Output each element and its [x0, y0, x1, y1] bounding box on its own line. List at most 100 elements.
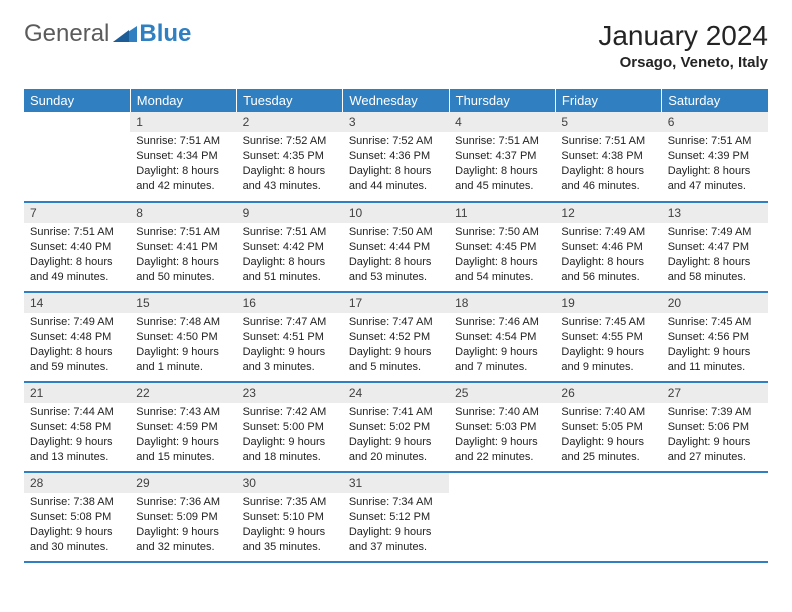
day-number: 22 — [130, 383, 236, 403]
day-content: Sunrise: 7:47 AMSunset: 4:51 PMDaylight:… — [237, 313, 343, 378]
sunrise-text: Sunrise: 7:51 AM — [668, 134, 762, 149]
logo-triangle-icon — [113, 26, 137, 42]
day-content: Sunrise: 7:40 AMSunset: 5:03 PMDaylight:… — [449, 403, 555, 468]
day-content: Sunrise: 7:51 AMSunset: 4:39 PMDaylight:… — [662, 132, 768, 197]
sunrise-text: Sunrise: 7:52 AM — [243, 134, 337, 149]
daylight-text: Daylight: 8 hours and 51 minutes. — [243, 255, 337, 285]
sunset-text: Sunset: 4:47 PM — [668, 240, 762, 255]
daylight-text: Daylight: 9 hours and 9 minutes. — [561, 345, 655, 375]
sunset-text: Sunset: 4:58 PM — [30, 420, 124, 435]
daylight-text: Daylight: 8 hours and 53 minutes. — [349, 255, 443, 285]
sunrise-text: Sunrise: 7:47 AM — [243, 315, 337, 330]
day-content: Sunrise: 7:46 AMSunset: 4:54 PMDaylight:… — [449, 313, 555, 378]
sunrise-text: Sunrise: 7:41 AM — [349, 405, 443, 420]
sunrise-text: Sunrise: 7:50 AM — [455, 225, 549, 240]
calendar-day-cell: 13Sunrise: 7:49 AMSunset: 4:47 PMDayligh… — [662, 202, 768, 292]
calendar-day-cell: 29Sunrise: 7:36 AMSunset: 5:09 PMDayligh… — [130, 472, 236, 562]
weekday-header: Sunday — [24, 89, 130, 112]
day-content: Sunrise: 7:48 AMSunset: 4:50 PMDaylight:… — [130, 313, 236, 378]
daylight-text: Daylight: 9 hours and 3 minutes. — [243, 345, 337, 375]
day-number: 6 — [662, 112, 768, 132]
sunset-text: Sunset: 5:02 PM — [349, 420, 443, 435]
sunrise-text: Sunrise: 7:36 AM — [136, 495, 230, 510]
sunrise-text: Sunrise: 7:50 AM — [349, 225, 443, 240]
day-number: 16 — [237, 293, 343, 313]
day-content: Sunrise: 7:40 AMSunset: 5:05 PMDaylight:… — [555, 403, 661, 468]
calendar-body: 1Sunrise: 7:51 AMSunset: 4:34 PMDaylight… — [24, 112, 768, 562]
day-content: Sunrise: 7:36 AMSunset: 5:09 PMDaylight:… — [130, 493, 236, 558]
calendar-week-row: 21Sunrise: 7:44 AMSunset: 4:58 PMDayligh… — [24, 382, 768, 472]
sunset-text: Sunset: 4:50 PM — [136, 330, 230, 345]
day-content — [555, 477, 661, 483]
day-content: Sunrise: 7:50 AMSunset: 4:45 PMDaylight:… — [449, 223, 555, 288]
sunrise-text: Sunrise: 7:49 AM — [668, 225, 762, 240]
sunset-text: Sunset: 4:59 PM — [136, 420, 230, 435]
calendar-day-cell: 17Sunrise: 7:47 AMSunset: 4:52 PMDayligh… — [343, 292, 449, 382]
calendar-week-row: 1Sunrise: 7:51 AMSunset: 4:34 PMDaylight… — [24, 112, 768, 202]
daylight-text: Daylight: 8 hours and 46 minutes. — [561, 164, 655, 194]
calendar-day-cell: 26Sunrise: 7:40 AMSunset: 5:05 PMDayligh… — [555, 382, 661, 472]
day-number: 2 — [237, 112, 343, 132]
calendar-day-cell — [449, 472, 555, 562]
day-content — [24, 116, 130, 122]
day-content: Sunrise: 7:49 AMSunset: 4:48 PMDaylight:… — [24, 313, 130, 378]
logo-text-2: Blue — [139, 20, 191, 48]
header: General Blue January 2024 Orsago, Veneto… — [24, 20, 768, 71]
calendar-day-cell: 8Sunrise: 7:51 AMSunset: 4:41 PMDaylight… — [130, 202, 236, 292]
sunset-text: Sunset: 5:05 PM — [561, 420, 655, 435]
daylight-text: Daylight: 9 hours and 35 minutes. — [243, 525, 337, 555]
sunrise-text: Sunrise: 7:45 AM — [561, 315, 655, 330]
daylight-text: Daylight: 9 hours and 5 minutes. — [349, 345, 443, 375]
calendar-day-cell: 3Sunrise: 7:52 AMSunset: 4:36 PMDaylight… — [343, 112, 449, 202]
sunrise-text: Sunrise: 7:51 AM — [136, 225, 230, 240]
calendar-day-cell: 2Sunrise: 7:52 AMSunset: 4:35 PMDaylight… — [237, 112, 343, 202]
calendar-day-cell: 31Sunrise: 7:34 AMSunset: 5:12 PMDayligh… — [343, 472, 449, 562]
daylight-text: Daylight: 9 hours and 37 minutes. — [349, 525, 443, 555]
day-number: 29 — [130, 473, 236, 493]
day-number: 12 — [555, 203, 661, 223]
sunrise-text: Sunrise: 7:39 AM — [668, 405, 762, 420]
sunrise-text: Sunrise: 7:51 AM — [455, 134, 549, 149]
calendar-day-cell: 7Sunrise: 7:51 AMSunset: 4:40 PMDaylight… — [24, 202, 130, 292]
day-number: 10 — [343, 203, 449, 223]
daylight-text: Daylight: 9 hours and 32 minutes. — [136, 525, 230, 555]
sunset-text: Sunset: 4:41 PM — [136, 240, 230, 255]
day-content: Sunrise: 7:35 AMSunset: 5:10 PMDaylight:… — [237, 493, 343, 558]
calendar-day-cell: 15Sunrise: 7:48 AMSunset: 4:50 PMDayligh… — [130, 292, 236, 382]
location-label: Orsago, Veneto, Italy — [598, 54, 768, 71]
calendar-week-row: 7Sunrise: 7:51 AMSunset: 4:40 PMDaylight… — [24, 202, 768, 292]
sunset-text: Sunset: 5:09 PM — [136, 510, 230, 525]
calendar-day-cell: 6Sunrise: 7:51 AMSunset: 4:39 PMDaylight… — [662, 112, 768, 202]
sunrise-text: Sunrise: 7:38 AM — [30, 495, 124, 510]
daylight-text: Daylight: 9 hours and 15 minutes. — [136, 435, 230, 465]
day-content: Sunrise: 7:43 AMSunset: 4:59 PMDaylight:… — [130, 403, 236, 468]
calendar-day-cell — [24, 112, 130, 202]
day-number: 30 — [237, 473, 343, 493]
daylight-text: Daylight: 8 hours and 50 minutes. — [136, 255, 230, 285]
daylight-text: Daylight: 9 hours and 1 minute. — [136, 345, 230, 375]
weekday-header: Thursday — [449, 89, 555, 112]
sunset-text: Sunset: 5:00 PM — [243, 420, 337, 435]
sunrise-text: Sunrise: 7:43 AM — [136, 405, 230, 420]
day-content: Sunrise: 7:51 AMSunset: 4:34 PMDaylight:… — [130, 132, 236, 197]
calendar-day-cell: 5Sunrise: 7:51 AMSunset: 4:38 PMDaylight… — [555, 112, 661, 202]
sunrise-text: Sunrise: 7:49 AM — [30, 315, 124, 330]
sunrise-text: Sunrise: 7:49 AM — [561, 225, 655, 240]
day-content: Sunrise: 7:51 AMSunset: 4:38 PMDaylight:… — [555, 132, 661, 197]
sunrise-text: Sunrise: 7:45 AM — [668, 315, 762, 330]
day-number: 26 — [555, 383, 661, 403]
daylight-text: Daylight: 9 hours and 7 minutes. — [455, 345, 549, 375]
daylight-text: Daylight: 8 hours and 43 minutes. — [243, 164, 337, 194]
daylight-text: Daylight: 8 hours and 56 minutes. — [561, 255, 655, 285]
sunrise-text: Sunrise: 7:40 AM — [455, 405, 549, 420]
calendar-day-cell: 25Sunrise: 7:40 AMSunset: 5:03 PMDayligh… — [449, 382, 555, 472]
day-number: 3 — [343, 112, 449, 132]
weekday-header: Friday — [555, 89, 661, 112]
day-content: Sunrise: 7:50 AMSunset: 4:44 PMDaylight:… — [343, 223, 449, 288]
weekday-header-row: Sunday Monday Tuesday Wednesday Thursday… — [24, 89, 768, 112]
daylight-text: Daylight: 9 hours and 18 minutes. — [243, 435, 337, 465]
daylight-text: Daylight: 9 hours and 13 minutes. — [30, 435, 124, 465]
sunset-text: Sunset: 4:52 PM — [349, 330, 443, 345]
day-number: 23 — [237, 383, 343, 403]
sunset-text: Sunset: 4:56 PM — [668, 330, 762, 345]
